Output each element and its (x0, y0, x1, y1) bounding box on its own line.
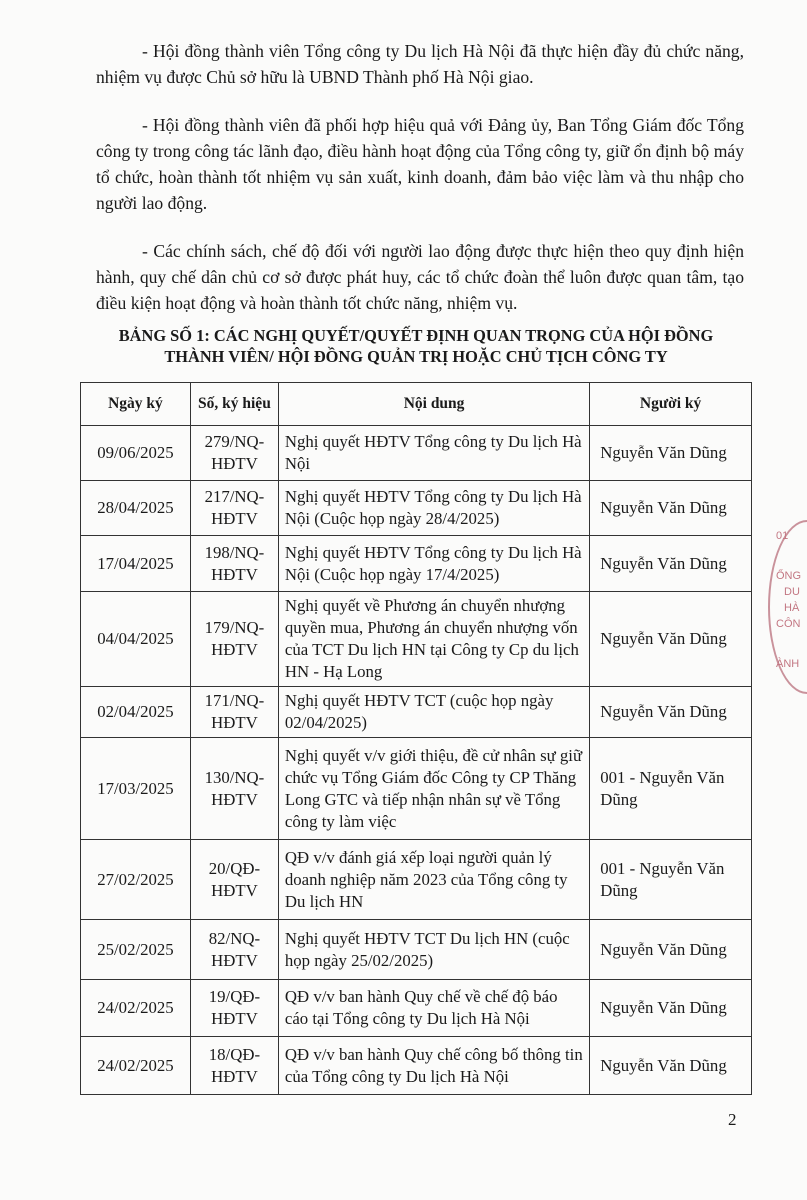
table-row: 28/04/2025 217/NQ-HĐTV Nghị quyết HĐTV Tổn… (80, 480, 752, 536)
paragraph-1: - Hội đồng thành viên Tổng công ty Du lị… (96, 41, 744, 87)
table-title-line-1: BẢNG SỐ 1: CÁC NGHỊ QUYẾT/QUYẾT ĐỊNH QUA… (118, 326, 714, 345)
cell-content: QĐ v/v đánh giá xếp loại người quản lý d… (277, 839, 591, 920)
table-header-row: Ngày ký Số, ký hiệu Nội dung Người ký (80, 382, 752, 426)
cell-number: 19/QĐ-HĐTV (189, 979, 279, 1037)
cell-date: 27/02/2025 (80, 839, 191, 920)
cell-signer: Nguyễn Văn Dũng (589, 1036, 752, 1095)
cell-signer: Nguyễn Văn Dũng (589, 425, 752, 481)
seal-text: ỔNG (776, 570, 802, 582)
cell-content: Nghị quyết v/v giới thiệu, đề cử nhân sự… (277, 737, 591, 840)
cell-content: Nghị quyết HĐTV TCT Du lịch HN (cuộc họp… (277, 919, 591, 980)
table-row: 04/04/2025 179/NQ-HĐTV Nghị quyết về Phươn… (80, 591, 752, 687)
cell-number: 217/NQ-HĐTV (189, 480, 279, 536)
table-row: 17/04/2025 198/NQ-HĐTV Nghị quyết HĐTV Tổn… (80, 535, 752, 592)
cell-content: Nghị quyết HĐTV Tổng công ty Du lịch Hà … (277, 425, 591, 481)
seal-text: HÀ (784, 602, 800, 614)
cell-signer: Nguyễn Văn Dũng (589, 591, 752, 687)
cell-date: 28/04/2025 (80, 480, 191, 536)
header-signer: Người ký (589, 382, 752, 426)
seal-text: ÀNH (776, 658, 800, 670)
cell-number: 171/NQ-HĐTV (189, 686, 279, 738)
cell-date: 04/04/2025 (80, 591, 191, 687)
paragraph-2: - Hội đồng thành viên đã phối hợp hiệu q… (96, 115, 744, 213)
cell-content: QĐ v/v ban hành Quy chế công bố thông ti… (277, 1036, 591, 1095)
cell-signer: Nguyễn Văn Dũng (589, 686, 752, 738)
cell-content: Nghị quyết về Phương án chuyển nhượng qu… (277, 591, 591, 687)
company-seal: 01 ỔNG DU HÀ CÔN ÀNH (768, 520, 807, 694)
cell-content: Nghị quyết HĐTV Tổng công ty Du lịch Hà … (277, 480, 591, 536)
cell-number: 18/QĐ-HĐTV (189, 1036, 279, 1095)
table-row: 09/06/2025 279/NQ-HĐTV Nghị quyết HĐTV Tổn… (80, 425, 752, 481)
seal-text: CÔN (776, 618, 801, 630)
cell-signer: Nguyễn Văn Dũng (589, 480, 752, 536)
page-number: 2 (728, 1110, 737, 1129)
table-row: 24/02/2025 19/QĐ-HĐTV QĐ v/v ban hành Quy … (80, 979, 752, 1037)
table-row: 25/02/2025 82/NQ-HĐTV Nghị quyết HĐTV TCT … (80, 919, 752, 980)
table-title: BẢNG SỐ 1: CÁC NGHỊ QUYẾT/QUYẾT ĐỊNH QUA… (80, 325, 752, 367)
table-row: 02/04/2025 171/NQ-HĐTV Nghị quyết HĐTV TCT… (80, 686, 752, 738)
header-content: Nội dung (277, 382, 591, 426)
cell-signer: Nguyễn Văn Dũng (589, 919, 752, 980)
cell-date: 02/04/2025 (80, 686, 191, 738)
paragraph-3: - Các chính sách, chế độ đối với người l… (96, 241, 744, 313)
cell-number: 279/NQ-HĐTV (189, 425, 279, 481)
cell-date: 24/02/2025 (80, 979, 191, 1037)
resolutions-table: Ngày ký Số, ký hiệu Nội dung Người ký 09… (80, 382, 752, 1095)
cell-number: 130/NQ-HĐTV (189, 737, 279, 840)
seal-text: 01 (776, 530, 789, 542)
cell-number: 179/NQ-HĐTV (189, 591, 279, 687)
cell-content: Nghị quyết HĐTV Tổng công ty Du lịch Hà … (277, 535, 591, 592)
table-row: 17/03/2025 130/NQ-HĐTV Nghị quyết v/v giới… (80, 737, 752, 840)
cell-number: 20/QĐ-HĐTV (189, 839, 279, 920)
cell-date: 24/02/2025 (80, 1036, 191, 1095)
cell-signer: 001 - Nguyễn Văn Dũng (589, 737, 752, 840)
header-number: Số, ký hiệu (189, 382, 279, 426)
table-row: 24/02/2025 18/QĐ-HĐTV QĐ v/v ban hành Quy … (80, 1036, 752, 1095)
cell-date: 17/04/2025 (80, 535, 191, 592)
header-date: Ngày ký (80, 382, 191, 426)
seal-text: DU (784, 586, 800, 598)
cell-number: 82/NQ-HĐTV (189, 919, 279, 980)
cell-date: 17/03/2025 (80, 737, 191, 840)
cell-content: QĐ v/v ban hành Quy chế về chế độ báo cá… (277, 979, 591, 1037)
table-title-line-2: THÀNH VIÊN/ HỘI ĐỒNG QUẢN TRỊ HOẶC CHỦ T… (164, 347, 668, 366)
cell-signer: Nguyễn Văn Dũng (589, 979, 752, 1037)
cell-signer: Nguyễn Văn Dũng (589, 535, 752, 592)
table-row: 27/02/2025 20/QĐ-HĐTV QĐ v/v đánh giá xếp … (80, 839, 752, 920)
cell-content: Nghị quyết HĐTV TCT (cuộc họp ngày 02/04… (277, 686, 591, 738)
cell-signer: 001 - Nguyễn Văn Dũng (589, 839, 752, 920)
cell-number: 198/NQ-HĐTV (189, 535, 279, 592)
cell-date: 09/06/2025 (80, 425, 191, 481)
cell-date: 25/02/2025 (80, 919, 191, 980)
